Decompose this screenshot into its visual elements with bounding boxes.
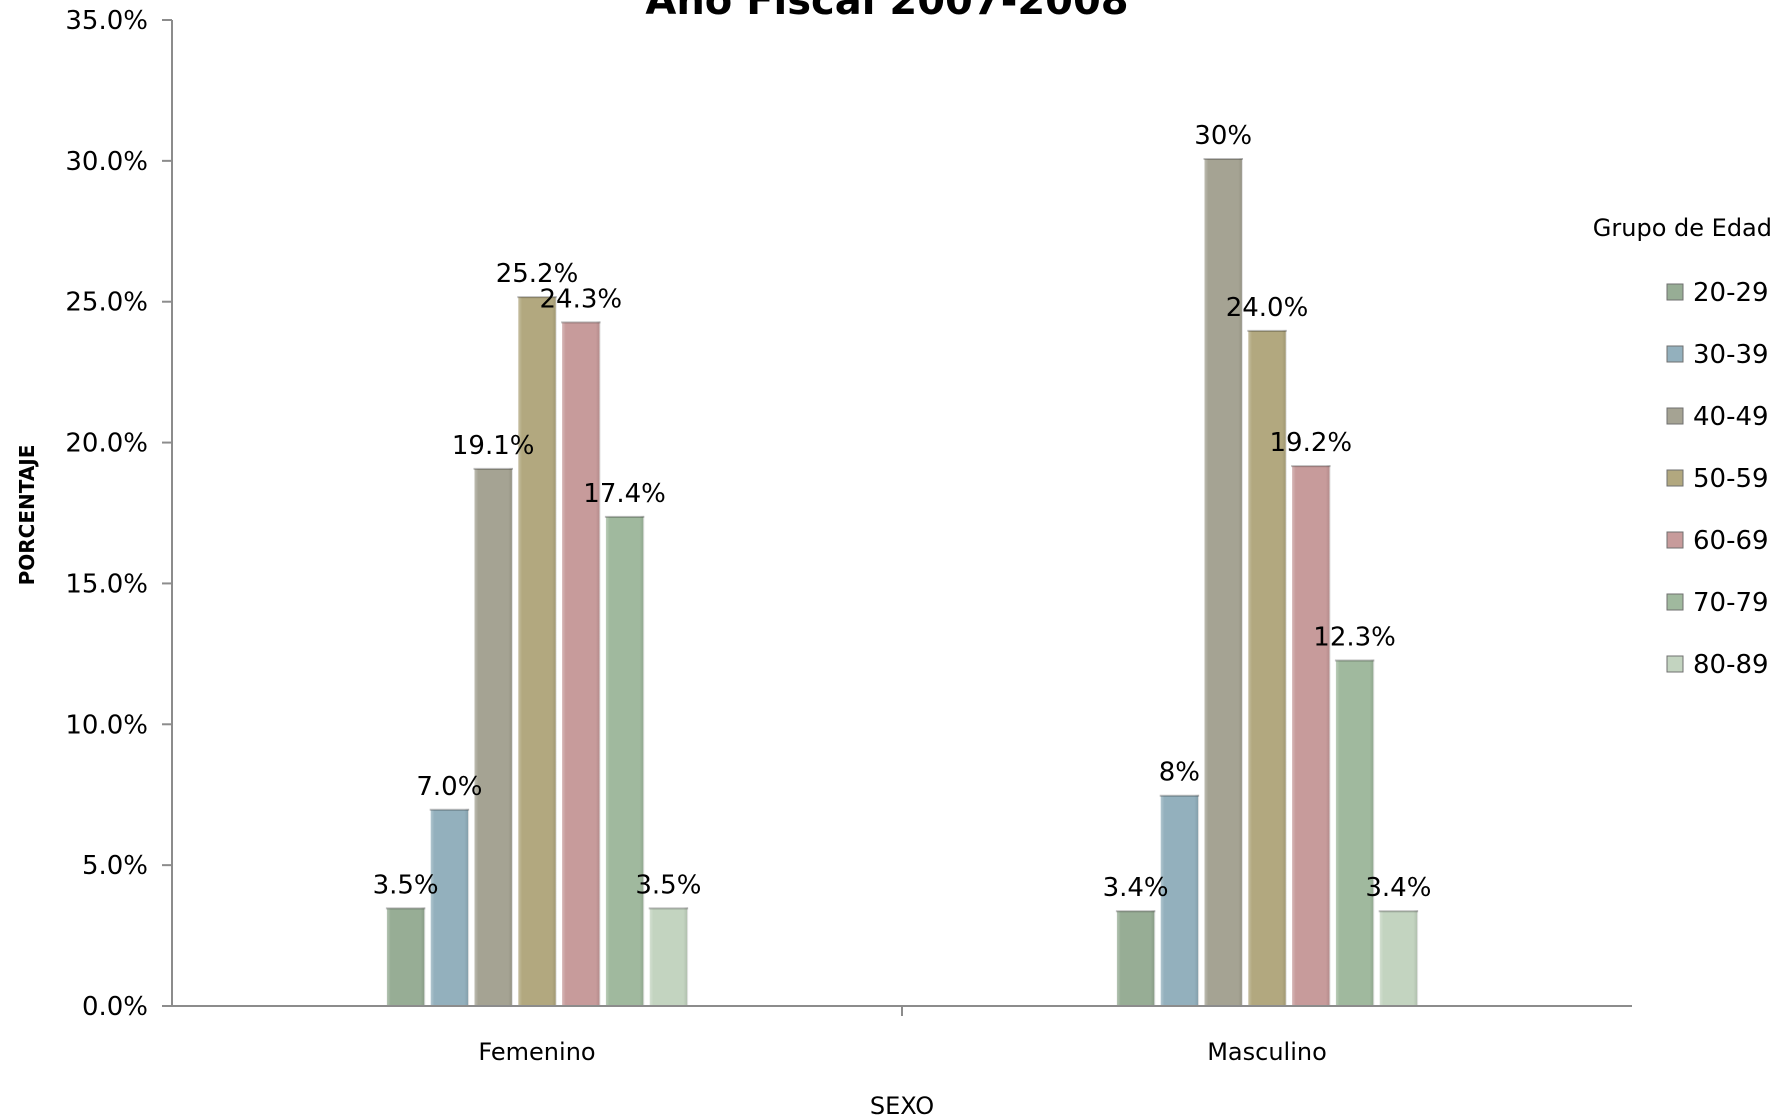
- bar-bevel: [517, 296, 557, 1007]
- legend-swatch: [1666, 593, 1684, 611]
- x-axis: Femenino Masculino: [172, 1005, 1632, 1066]
- x-axis-title: SEXO: [870, 1092, 934, 1117]
- legend-label: 30-39: [1693, 340, 1769, 370]
- data-label: 19.1%: [452, 431, 535, 461]
- bar-bevel: [561, 321, 601, 1006]
- bar-bevel: [1203, 158, 1243, 1007]
- x-category-label: Femenino: [478, 1038, 595, 1066]
- legend: Grupo de Edad 20-29 30-39 40-49 50-59 60-69 7…: [1593, 214, 1772, 680]
- data-label: 3.5%: [373, 870, 439, 900]
- legend-swatch: [1666, 655, 1684, 673]
- bar-bevel: [385, 907, 426, 1006]
- legend-swatch: [1666, 345, 1684, 363]
- data-label: 3.4%: [1103, 873, 1169, 903]
- y-tick-label: 5.0%: [82, 851, 148, 881]
- bar-bevel: [1159, 794, 1200, 1006]
- y-axis-title: PORCENTAJE: [15, 445, 39, 586]
- legend-label: 20-29: [1693, 278, 1769, 308]
- legend-label: 70-79: [1693, 588, 1769, 618]
- bar-bevel: [648, 907, 689, 1006]
- bar-bevel: [1291, 465, 1331, 1006]
- y-tick-label: 0.0%: [82, 992, 148, 1022]
- legend-swatch: [1666, 531, 1684, 549]
- data-label: 24.0%: [1226, 293, 1309, 323]
- bar-bevel: [1115, 910, 1156, 1006]
- legend-label: 40-49: [1693, 402, 1769, 432]
- data-labels: 3.5% 3.4% 7.0% 8% 19.1% 30% 25.2% 24.0% 24.3% 19.…: [373, 121, 1432, 903]
- data-label: 17.4%: [583, 479, 666, 509]
- x-category-label: Masculino: [1207, 1038, 1327, 1066]
- bar-bevel: [604, 515, 645, 1006]
- bar-bevel: [1247, 329, 1287, 1006]
- legend-title: Grupo de Edad: [1593, 214, 1772, 242]
- chart-title: Año Fiscal 2007-2008: [645, 0, 1128, 24]
- y-tick-label: 20.0%: [65, 429, 148, 459]
- legend-swatch: [1666, 407, 1684, 425]
- y-axis: 0.0% 5.0% 10.0% 15.0% 20.0% 25.0% 30.0% 35.0%: [65, 6, 173, 1022]
- data-label: 24.3%: [539, 284, 622, 314]
- bar-bevel: [473, 467, 513, 1006]
- y-tick-label: 30.0%: [65, 147, 148, 177]
- legend-label: 50-59: [1693, 464, 1769, 494]
- bar-bevel: [429, 808, 470, 1006]
- data-label: 30%: [1194, 121, 1252, 151]
- legend-label: 80-89: [1693, 650, 1769, 680]
- data-label: 19.2%: [1269, 428, 1352, 458]
- data-label: 8%: [1159, 758, 1200, 788]
- legend-swatch: [1666, 283, 1684, 301]
- bars: [384, 157, 1420, 1008]
- data-label: 3.5%: [635, 870, 701, 900]
- y-tick-label: 35.0%: [65, 6, 148, 36]
- y-tick-label: 15.0%: [65, 569, 148, 599]
- y-tick-label: 25.0%: [65, 288, 148, 318]
- bar-bevel: [1378, 910, 1419, 1006]
- data-label: 3.4%: [1365, 873, 1431, 903]
- bar-bevel: [1334, 659, 1375, 1006]
- data-label: 12.3%: [1313, 622, 1396, 652]
- legend-label: 60-69: [1693, 526, 1769, 556]
- y-tick-label: 10.0%: [65, 710, 148, 740]
- data-label: 25.2%: [496, 259, 579, 289]
- legend-swatch: [1666, 469, 1684, 487]
- data-label: 7.0%: [416, 772, 482, 802]
